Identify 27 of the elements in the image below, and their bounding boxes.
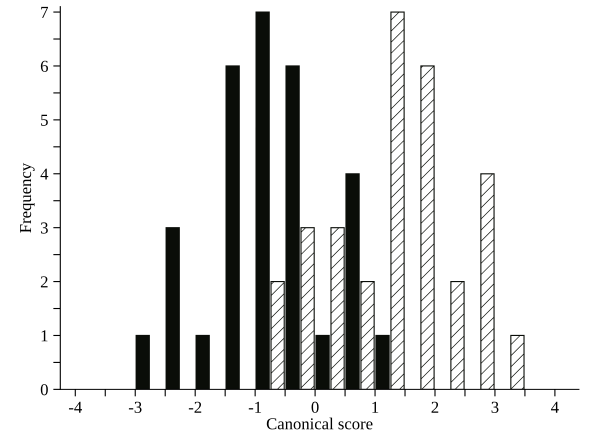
bar — [450, 281, 465, 390]
x-tick-label: -2 — [188, 402, 202, 413]
y-tick-label: 2 — [40, 276, 48, 288]
bar — [420, 65, 435, 390]
y-tick-label: 1 — [42, 330, 48, 342]
y-tick-label: 7 — [41, 6, 48, 18]
bar — [196, 334, 210, 390]
bar — [166, 227, 180, 390]
y-tick-label: 0 — [40, 384, 48, 396]
y-tick-label: 5 — [41, 114, 48, 126]
x-tick-label: -4 — [68, 402, 82, 413]
x-tick-label: -1 — [248, 402, 262, 413]
y-tick-label: 3 — [40, 222, 48, 234]
y-axis-title: Frequency — [20, 162, 35, 233]
bar — [136, 334, 150, 390]
y-tick-label: 6 — [40, 60, 48, 72]
x-tick-label: 1 — [372, 402, 378, 413]
x-tick-label: -3 — [128, 402, 142, 413]
y-tick-label: 4 — [40, 168, 48, 180]
x-tick-label: 3 — [492, 402, 498, 413]
x-tick-label: 4 — [551, 402, 559, 413]
bar — [480, 173, 495, 390]
x-tick-label: 2 — [432, 402, 438, 413]
x-tick-label: 0 — [312, 402, 319, 413]
x-axis-title: Canonical score — [266, 418, 372, 430]
bar — [510, 334, 525, 390]
bar — [226, 65, 240, 390]
